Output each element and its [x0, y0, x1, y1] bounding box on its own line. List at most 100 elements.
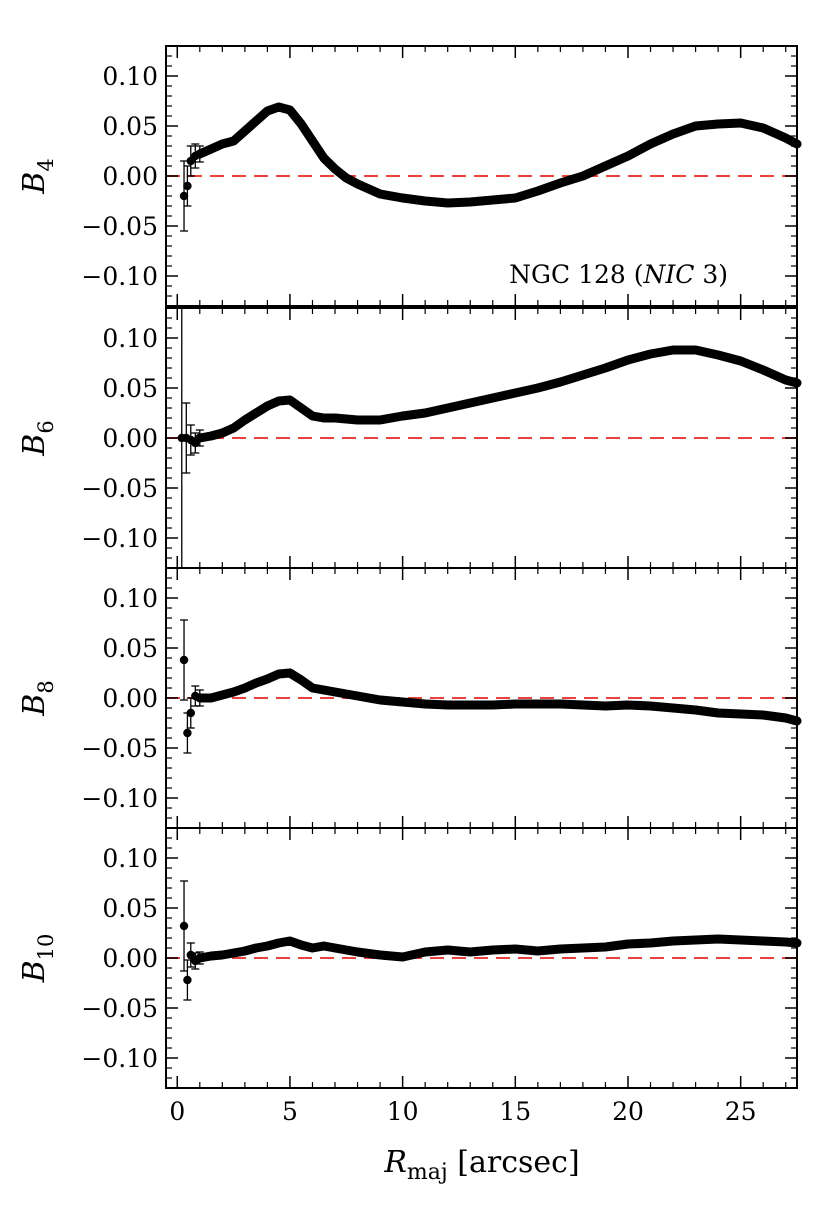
- data-point: [229, 687, 238, 697]
- data-point: [179, 921, 189, 931]
- data-point: [691, 705, 700, 715]
- data-point: [342, 173, 351, 183]
- data-point: [781, 375, 790, 385]
- data-point: [195, 433, 205, 443]
- y-tick-label: 0.10: [102, 584, 158, 613]
- y-tick-label: −0.10: [81, 524, 158, 553]
- y-axis-label: B10: [17, 934, 58, 984]
- data-point: [420, 699, 430, 709]
- data-point: [713, 119, 723, 129]
- data-point: [781, 133, 790, 143]
- y-tick-label: −0.10: [81, 262, 158, 291]
- data-point: [285, 105, 295, 115]
- chart-panels: −0.10 −0.05 0.00 0.05 0.10 B4 −0.10 −0.05 0.00 0.…: [17, 45, 802, 1126]
- data-point: [578, 700, 588, 710]
- data-profile-band: [195, 345, 802, 443]
- data-point: [556, 944, 565, 954]
- data-point: [195, 693, 205, 703]
- data-point: [646, 349, 655, 359]
- y-tick-label: 0.00: [102, 424, 158, 453]
- y-tick-label: 0.00: [102, 684, 158, 713]
- data-point: [319, 685, 328, 695]
- data-point: [308, 943, 317, 953]
- y-tick-label: 0.00: [102, 162, 158, 191]
- data-point: [229, 423, 238, 433]
- data-point: [668, 936, 678, 946]
- data-point: [330, 164, 340, 174]
- data-point: [330, 943, 340, 953]
- data-point: [556, 699, 565, 709]
- data-point: [206, 693, 216, 703]
- data-point: [578, 370, 588, 380]
- data-point: [186, 950, 195, 960]
- data-point: [758, 936, 768, 946]
- data-point: [623, 700, 633, 710]
- x-tick-label: 10: [387, 1097, 419, 1126]
- data-point: [308, 136, 317, 146]
- data-point: [736, 118, 745, 128]
- data-point: [375, 695, 385, 705]
- data-profile-band: [195, 934, 802, 963]
- data-point: [375, 189, 385, 199]
- data-point: [443, 198, 452, 208]
- y-tick-label: −0.05: [81, 994, 158, 1023]
- panel-3: −0.10 −0.05 0.00 0.05 0.10 B8: [17, 567, 802, 829]
- data-point: [353, 691, 362, 701]
- data-point: [297, 119, 306, 129]
- data-point: [375, 950, 385, 960]
- data-point: [195, 953, 205, 963]
- data-point: [179, 655, 189, 665]
- data-point: [713, 934, 723, 944]
- data-point: [330, 687, 340, 697]
- y-tick-label: 0.00: [102, 944, 158, 973]
- y-tick-label: 0.10: [102, 844, 158, 873]
- data-point: [398, 193, 407, 203]
- data-point: [601, 942, 610, 952]
- data-point: [251, 678, 261, 688]
- data-point: [601, 701, 610, 711]
- data-point: [511, 193, 520, 203]
- data-point: [646, 938, 655, 948]
- data-point: [691, 121, 700, 131]
- data-point: [466, 947, 475, 957]
- data-point: [668, 703, 678, 713]
- data-point: [240, 415, 250, 425]
- x-tick-label: 25: [725, 1097, 757, 1126]
- data-point: [218, 950, 227, 960]
- data-point: [285, 936, 295, 946]
- data-point: [183, 975, 192, 985]
- data-point: [308, 683, 317, 693]
- data-point: [578, 943, 588, 953]
- data-point: [398, 411, 407, 421]
- y-axis-label: B8: [17, 680, 58, 716]
- data-point: [623, 939, 633, 949]
- y-tick-label: 0.05: [102, 634, 158, 663]
- data-point: [781, 713, 790, 723]
- data-profile-band: [195, 102, 802, 208]
- data-point: [443, 945, 452, 955]
- x-tick-label: 5: [282, 1097, 298, 1126]
- data-profile-band: [195, 668, 802, 726]
- y-tick-label: 0.05: [102, 894, 158, 923]
- y-tick-label: −0.05: [81, 474, 158, 503]
- data-point: [285, 668, 295, 678]
- data-point: [229, 136, 238, 146]
- data-point: [668, 345, 678, 355]
- data-point: [398, 952, 407, 962]
- data-point: [263, 674, 272, 684]
- data-point: [556, 377, 565, 387]
- data-point: [420, 196, 430, 206]
- data-point: [240, 126, 250, 136]
- data-point: [319, 153, 328, 163]
- data-point: [691, 345, 700, 355]
- data-point: [420, 947, 430, 957]
- x-tick-label: 20: [612, 1097, 644, 1126]
- data-point: [713, 350, 723, 360]
- data-point: [398, 697, 407, 707]
- y-tick-label: −0.05: [81, 212, 158, 241]
- data-point: [713, 708, 723, 718]
- data-point: [781, 937, 790, 947]
- data-point: [533, 699, 543, 709]
- data-point: [251, 116, 261, 126]
